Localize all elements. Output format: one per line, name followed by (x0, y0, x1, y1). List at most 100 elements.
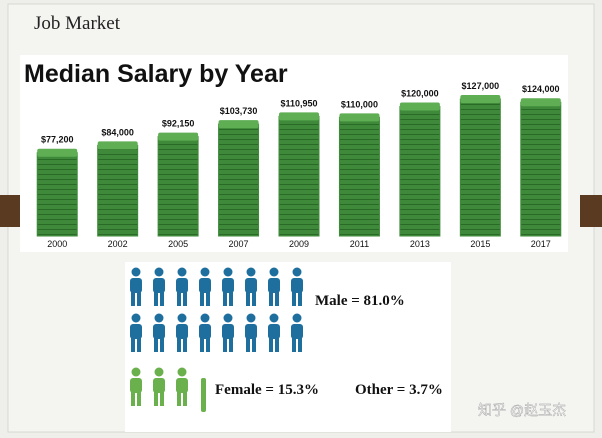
bar (520, 101, 562, 237)
person-leg (177, 391, 181, 406)
bar-top (37, 148, 78, 157)
person-body (222, 324, 234, 339)
bar-top (339, 113, 380, 122)
person-leg (223, 291, 227, 306)
value-label: $110,950 (280, 98, 317, 108)
person-head (269, 313, 279, 323)
person-leg (137, 337, 141, 352)
x-tick-label: 2002 (108, 239, 128, 249)
x-tick-label: 2017 (531, 239, 551, 249)
bar (399, 106, 441, 237)
person-leg (275, 291, 279, 306)
bar (36, 152, 78, 237)
male-label: Male = 81.0% (315, 293, 405, 309)
person-leg (206, 337, 210, 352)
person-leg (131, 337, 135, 352)
person-body (199, 278, 211, 293)
person-body (130, 378, 142, 393)
person-leg (137, 391, 141, 406)
person-leg (154, 391, 158, 406)
person-leg (269, 291, 273, 306)
person-head (131, 267, 141, 277)
bar (278, 115, 320, 237)
person-head (131, 313, 141, 323)
bar (218, 123, 260, 237)
bar (97, 144, 139, 237)
person-leg (252, 291, 256, 306)
header: Job Market (34, 13, 121, 34)
person-leg (160, 391, 164, 406)
watermark: 知乎 @赵玉杰 (478, 402, 566, 418)
person-body (268, 324, 280, 339)
person-head (177, 367, 187, 377)
person-leg (229, 291, 233, 306)
person-head (292, 267, 302, 277)
x-tick-label: 2000 (47, 239, 67, 249)
person-leg (160, 291, 164, 306)
side-tab (0, 195, 22, 227)
person-leg (131, 391, 135, 406)
bar-top (158, 132, 199, 141)
bar (459, 98, 501, 237)
bar-top (520, 98, 561, 107)
person-body (130, 324, 142, 339)
person-leg (269, 337, 273, 352)
person-body (222, 278, 234, 293)
x-tick-label: 2007 (229, 239, 249, 249)
person-body (291, 324, 303, 339)
gender-panel (125, 262, 451, 432)
person-leg (206, 291, 210, 306)
person-head (177, 267, 187, 277)
person-leg (292, 291, 296, 306)
person-leg (177, 291, 181, 306)
pictograph (130, 267, 303, 412)
person-leg (246, 337, 250, 352)
person-leg (183, 291, 187, 306)
value-label: $120,000 (401, 89, 439, 99)
person-body (153, 278, 165, 293)
person-leg (229, 337, 233, 352)
person-head (131, 367, 141, 377)
value-label: $92,150 (162, 119, 195, 129)
person-head (154, 367, 164, 377)
bar-top (97, 141, 138, 150)
person-head (200, 267, 210, 277)
person-leg (298, 337, 302, 352)
person-body (153, 324, 165, 339)
person-body (268, 278, 280, 293)
person-body (245, 324, 257, 339)
person-body (130, 278, 142, 293)
value-label: $110,000 (341, 99, 378, 109)
person-leg (177, 337, 181, 352)
bar-top (399, 102, 440, 111)
person-head (269, 267, 279, 277)
person-head (292, 313, 302, 323)
value-label: $124,000 (522, 84, 560, 94)
bar-top (279, 112, 319, 121)
person-body (176, 378, 188, 393)
x-tick-label: 2009 (289, 239, 309, 249)
person-leg (223, 337, 227, 352)
person-leg (183, 337, 187, 352)
person-head (154, 313, 164, 323)
person-leg (252, 337, 256, 352)
female-label: Female = 15.3% (215, 382, 319, 398)
x-tick-label: 2013 (410, 239, 430, 249)
bar-top (218, 120, 259, 129)
other-label: Other = 3.7% (355, 382, 443, 398)
person-head (200, 313, 210, 323)
person-leg (200, 291, 204, 306)
person-leg (160, 337, 164, 352)
value-label: $77,200 (41, 135, 74, 145)
person-leg (292, 337, 296, 352)
person-body (176, 278, 188, 293)
person-leg (154, 291, 158, 306)
x-tick-label: 2005 (168, 239, 188, 249)
x-tick-label: 2011 (350, 239, 369, 249)
x-tick-label: 2015 (470, 239, 490, 249)
bar-top (460, 95, 501, 103)
person-leg (200, 337, 204, 352)
person-head (177, 313, 187, 323)
chart-title: Median Salary by Year (24, 60, 288, 88)
person-partial (201, 378, 206, 412)
